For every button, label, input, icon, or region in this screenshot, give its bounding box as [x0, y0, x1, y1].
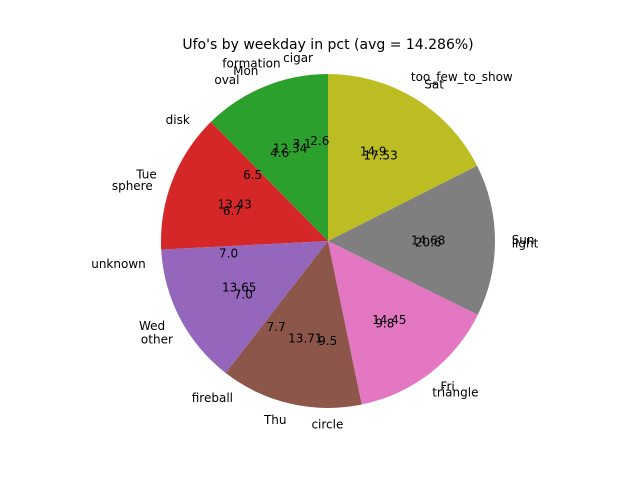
shape-value-sphere: 6.7: [223, 204, 242, 218]
shape-label-formation: formation: [222, 57, 280, 71]
shape-label-other: other: [141, 332, 173, 346]
shape-label-disk: disk: [166, 113, 190, 127]
shape-label-too-few-to-show: too_few_to_show: [411, 70, 513, 84]
shape-label-light: light: [512, 236, 539, 250]
pie-slice-mon: [210, 73, 328, 241]
pie-slice-wed: [161, 241, 328, 373]
pie-slice-sun: [328, 165, 496, 315]
shape-value-light: 20.6: [415, 235, 442, 249]
slice-label-tue: Tue: [135, 167, 157, 181]
pie-slice-tue: [160, 121, 328, 250]
slice-label-thu: Thu: [263, 413, 287, 427]
pie-slice-fri: [328, 241, 478, 405]
slice-value-sun: 14.68: [411, 234, 445, 248]
shape-label-sphere: sphere: [112, 179, 153, 193]
shape-label-unknown: unknown: [91, 257, 146, 271]
shape-value-other: 7.0: [234, 288, 253, 302]
shape-label-cigar: cigar: [283, 51, 313, 65]
slice-label-sat: Sat: [424, 78, 444, 92]
slice-label-mon: Mon: [233, 64, 258, 78]
shape-value-circle: 9.5: [318, 334, 337, 348]
slice-value-mon: 12.34: [273, 141, 307, 155]
shape-value-cigar: 2.6: [310, 134, 329, 148]
shape-value-unknown: 7.0: [219, 247, 238, 261]
shape-value-oval: 4.6: [270, 146, 289, 160]
shape-value-triangle: 9.8: [375, 317, 394, 331]
slice-value-fri: 14.45: [372, 313, 406, 327]
shape-label-circle: circle: [311, 418, 343, 432]
pie-slice-thu: [225, 241, 362, 409]
slice-label-sun: Sun: [512, 233, 535, 247]
shape-value-fireball: 7.7: [267, 320, 286, 334]
slice-value-wed: 13.65: [222, 280, 256, 294]
slice-value-thu: 13.71: [288, 332, 322, 346]
shape-value-too-few-to-show: 14.9: [360, 145, 387, 159]
shape-value-disk: 6.5: [243, 168, 262, 182]
slice-value-tue: 13.43: [217, 198, 251, 212]
slice-label-wed: Wed: [139, 319, 165, 333]
shape-value-formation: 3.1: [293, 137, 312, 151]
slice-value-sat: 17.53: [363, 149, 397, 163]
pie-slice-sat: [328, 74, 478, 241]
shape-label-fireball: fireball: [192, 391, 233, 405]
inner-labels: 12.34 13.43 13.65 13.71 14.45 14.68 17.53 2.63.…: [217, 134, 445, 348]
shape-label-triangle: triangle: [432, 385, 478, 399]
chart-title: Ufo's by weekday in pct (avg = 14.286%): [182, 37, 473, 53]
pie-slices: [160, 73, 496, 409]
shape-label-oval: oval: [214, 73, 239, 87]
slice-label-fri: Fri: [440, 379, 454, 393]
